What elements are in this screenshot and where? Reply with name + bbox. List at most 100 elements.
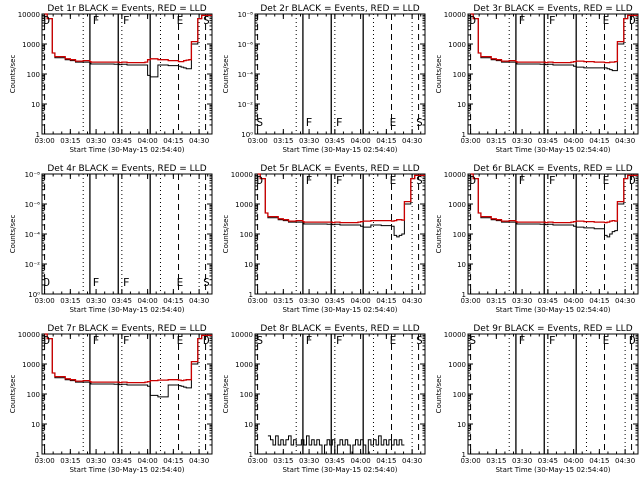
y-tick-label: 10000 [444,171,466,179]
event-marker-label: D [203,334,210,347]
y-axis-label: Counts/sec [9,55,17,94]
panel-det-4r: Det 4r BLACK = Events, RED = LLD 10⁰ 10⁻² 1… [9,164,213,314]
x-tick-label: 04:00 [138,457,158,465]
y-tick-label: 100 [453,391,466,399]
panel-title: Det 4r BLACK = Events, RED = LLD [47,164,206,174]
event-marker-label: F [549,334,556,347]
event-rate-line [470,13,638,72]
x-tick-label: 03:00 [247,457,267,465]
y-tick-label: 10⁻⁸ [238,11,254,19]
x-tick-label: 03:45 [325,137,345,145]
x-tick-label: 03:30 [299,137,319,145]
x-tick-label: 03:45 [112,297,132,305]
plot-frame [254,173,426,295]
y-tick-label: 10000 [231,171,253,179]
panel-title: Det 3r BLACK = Events, RED = LLD [473,4,632,14]
y-tick-label: 100 [453,231,466,239]
x-tick-label: 04:15 [589,137,609,145]
y-tick-label: 10 [31,421,40,429]
x-tick-label: 03:30 [299,457,319,465]
y-tick-label: 1000 [235,201,253,209]
x-tick-label: 04:00 [564,297,584,305]
panel-det-8r: Det 8r BLACK = Events, RED = LLD 1 10 100 10… [222,324,426,474]
y-tick-label: 1 [249,451,253,459]
event-marker-label: S [203,14,210,27]
y-tick-label: 1 [36,131,40,139]
lld-rate-line [470,173,638,224]
panel-title: Det 2r BLACK = Events, RED = LLD [260,4,419,14]
event-marker-label: F [336,334,343,347]
event-marker-label: E [603,14,610,27]
x-tick-label: 04:30 [615,137,635,145]
y-tick-label: 10000 [18,11,40,19]
y-axis-label: Counts/sec [9,215,17,254]
event-marker-label: F [519,174,526,187]
lld-rate-line [44,13,212,64]
event-marker-label: S [203,276,210,289]
x-tick-label: 03:00 [247,297,267,305]
panel-det-6r: Det 6r BLACK = Events, RED = LLD 1 10 100 10… [435,164,639,314]
event-marker-label: F [549,174,556,187]
event-rate-line [44,13,212,78]
x-tick-label: 03:00 [34,457,54,465]
y-tick-label: 100 [240,231,253,239]
event-marker-label: F [336,174,343,187]
plot-frame [254,333,426,455]
lld-rate-line [257,173,425,224]
y-axis-label: Counts/sec [435,215,443,254]
x-axis-label: Start Time (30-May-15 02:54:40) [495,146,610,154]
y-axis-label: Counts/sec [222,215,230,254]
y-tick-label: 10⁻² [238,101,254,109]
x-axis-label: Start Time (30-May-15 02:54:40) [69,306,184,314]
event-marker-label: E [390,116,397,129]
event-marker-label: F [306,334,313,347]
y-tick-label: 10⁻⁸ [25,171,41,179]
event-marker-label: D [43,276,50,289]
x-tick-label: 03:45 [325,297,345,305]
event-marker-label: D [629,14,636,27]
x-tick-label: 03:00 [247,137,267,145]
x-tick-label: 04:30 [189,457,209,465]
plot-frame [41,333,213,455]
x-tick-label: 03:15 [60,297,80,305]
y-tick-label: 10⁰ [241,131,253,139]
event-marker-label: D [469,174,476,187]
x-tick-label: 03:15 [273,137,293,145]
event-rate-line [470,173,638,238]
x-tick-label: 03:30 [86,297,106,305]
x-tick-label: 03:15 [486,137,506,145]
x-tick-label: 04:30 [402,457,422,465]
panel-det-9r: Det 9r BLACK = Events, RED = LLD 1 10 100 10… [435,324,639,474]
y-tick-label: 100 [27,71,40,79]
y-axis-label: Counts/sec [435,375,443,414]
y-tick-label: 10000 [18,331,40,339]
x-axis-label: Start Time (30-May-15 02:54:40) [282,306,397,314]
y-tick-label: 10 [457,261,466,269]
y-tick-label: 1000 [22,41,40,49]
panel-det-1r: Det 1r BLACK = Events, RED = LLD 1 10 100 10… [9,4,213,154]
event-marker-label: F [123,276,130,289]
y-tick-label: 10000 [444,331,466,339]
x-tick-label: 03:45 [538,297,558,305]
y-tick-label: 1000 [448,41,466,49]
event-marker-label: F [306,116,313,129]
y-tick-label: 100 [27,391,40,399]
panel-det-7r: Det 7r BLACK = Events, RED = LLD 1 10 100 10… [9,324,213,474]
x-tick-label: 04:00 [351,297,371,305]
y-tick-label: 10⁻⁶ [238,41,254,49]
event-marker-label: F [93,14,100,27]
y-tick-label: 10000 [231,331,253,339]
x-tick-label: 04:15 [589,457,609,465]
event-marker-label: D [629,334,636,347]
y-tick-label: 10 [244,421,253,429]
x-tick-label: 03:45 [538,137,558,145]
y-tick-label: 10 [31,101,40,109]
x-tick-label: 03:00 [460,457,480,465]
x-tick-label: 03:00 [34,137,54,145]
x-tick-label: 04:00 [138,297,158,305]
y-tick-label: 10 [457,101,466,109]
event-marker-label: F [123,14,130,27]
x-tick-label: 03:15 [60,457,80,465]
x-axis-label: Start Time (30-May-15 02:54:40) [495,466,610,474]
x-tick-label: 04:00 [138,137,158,145]
